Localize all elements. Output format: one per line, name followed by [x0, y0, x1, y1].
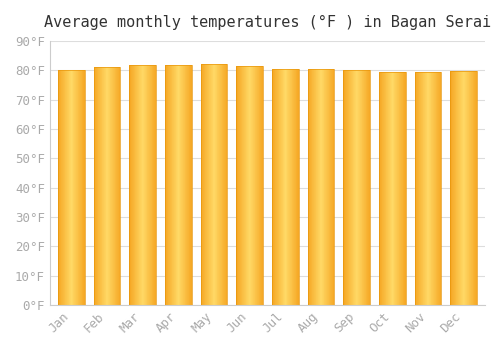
Bar — [129, 65, 156, 305]
Bar — [236, 66, 263, 305]
Bar — [94, 67, 120, 305]
Bar — [200, 64, 228, 305]
Bar — [379, 72, 406, 305]
Bar — [165, 65, 192, 305]
Title: Average monthly temperatures (°F ) in Bagan Serai: Average monthly temperatures (°F ) in Ba… — [44, 15, 491, 30]
Bar — [308, 69, 334, 305]
Bar — [414, 72, 442, 305]
Bar — [272, 69, 298, 305]
Bar — [343, 70, 370, 305]
Bar — [450, 71, 477, 305]
Bar — [58, 70, 84, 305]
